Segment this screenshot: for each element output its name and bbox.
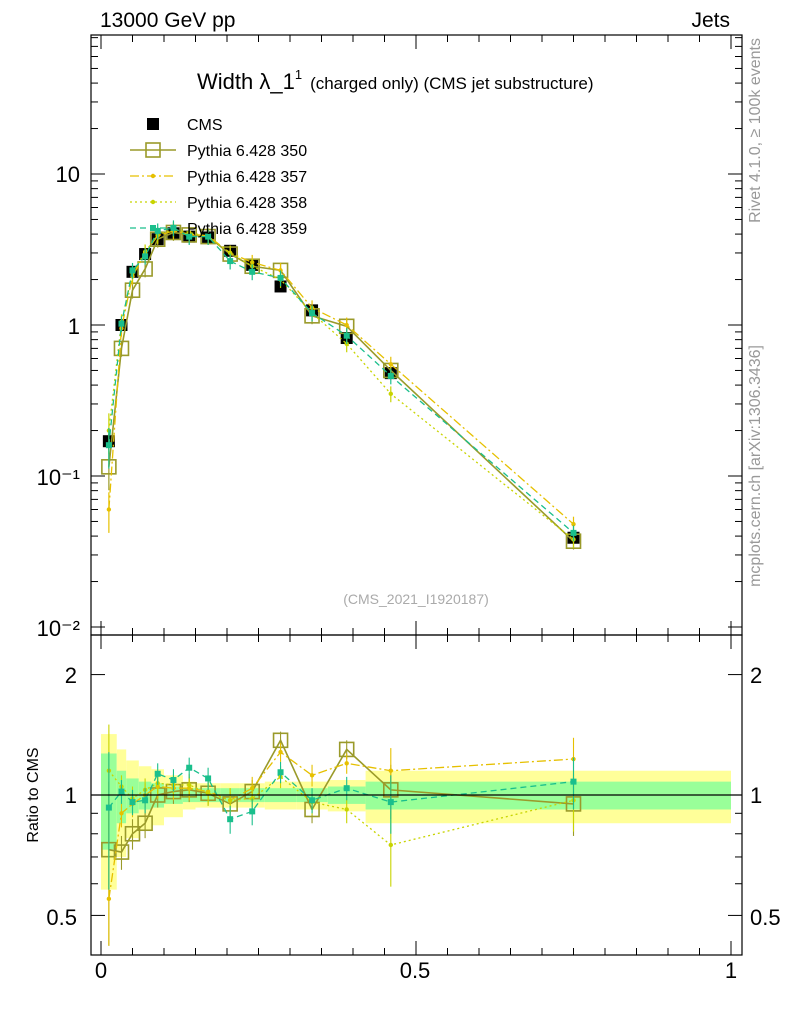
point-p357-marker bbox=[388, 362, 393, 367]
ratio-point-p359-marker bbox=[570, 778, 577, 785]
ratio-point-p358-marker bbox=[227, 798, 233, 803]
ratio-point-p359-marker bbox=[309, 797, 316, 804]
point-p359-marker bbox=[205, 233, 212, 240]
axis-ticks bbox=[91, 35, 742, 955]
legend-p358-marker bbox=[150, 199, 156, 205]
ratio-point-p358-marker bbox=[187, 782, 192, 788]
series-line-p358 bbox=[108, 228, 574, 540]
ratio-point-p359-marker bbox=[249, 808, 256, 815]
point-p357-marker bbox=[344, 322, 349, 328]
ratio-point-p358-marker bbox=[344, 807, 349, 812]
ratio-point-p359-marker bbox=[129, 799, 136, 806]
plot-title: Width λ_11 (charged only) (CMS jet substr… bbox=[197, 67, 594, 94]
series-line-p357 bbox=[108, 230, 574, 525]
ratio-tick-1-right: 1 bbox=[750, 783, 762, 808]
legend: CMS Pythia 6.428 350 Pythia 6.428 357 Pythi… bbox=[130, 117, 307, 238]
ratio-tick-0.5-right: 0.5 bbox=[750, 905, 781, 930]
ratio-point-p357-marker bbox=[309, 773, 315, 778]
header-right: Jets bbox=[691, 9, 730, 32]
series-line-p350 bbox=[108, 231, 575, 542]
title-superscript: 1 bbox=[295, 67, 302, 82]
point-p359-marker bbox=[309, 310, 316, 317]
legend-p357-marker bbox=[150, 173, 156, 179]
legend-p359-marker bbox=[150, 225, 156, 231]
mcplots-label: mcplots.cern.ch [arXiv:1306.3436] bbox=[747, 345, 764, 587]
ratio-point-p358-marker bbox=[388, 842, 393, 848]
header-left: 13000 GeV pp bbox=[100, 9, 235, 32]
y-tick-10: 10 bbox=[56, 162, 80, 187]
ratio-point-p350-marker bbox=[124, 825, 141, 842]
ratio-point-p357-marker bbox=[278, 749, 283, 755]
series-line-p359 bbox=[108, 227, 574, 534]
ratio-ylabel: Ratio to CMS bbox=[25, 747, 42, 842]
legend-label-p357: Pythia 6.428 357 bbox=[187, 169, 307, 186]
legend-label-p359: Pythia 6.428 359 bbox=[187, 221, 307, 238]
legend-label-p358: Pythia 6.428 358 bbox=[187, 195, 307, 212]
ratio-line-p358 bbox=[108, 770, 574, 846]
point-p359-marker bbox=[186, 233, 193, 240]
analysis-watermark: (CMS_2021_I1920187) bbox=[343, 591, 489, 607]
ratio-point-p359-marker bbox=[343, 785, 350, 792]
point-p359-marker bbox=[129, 267, 136, 274]
ratio-point-p350-marker bbox=[113, 844, 130, 860]
y-tick-0.1: 10⁻¹ bbox=[37, 465, 80, 490]
ratio-point-p357-marker bbox=[106, 896, 112, 902]
ratio-point-p357-marker bbox=[344, 761, 349, 766]
legend-p350-marker bbox=[145, 142, 161, 158]
point-p359-marker bbox=[277, 274, 284, 281]
ratio-point-p357-marker bbox=[119, 811, 124, 816]
ratio-point-p359-marker bbox=[277, 769, 284, 776]
point-p359-marker bbox=[249, 268, 256, 275]
title-subtitle: (charged only) (CMS jet substructure) bbox=[310, 74, 593, 93]
point-p359-marker bbox=[154, 227, 161, 234]
ratio-tick-0.5-left: 0.5 bbox=[46, 905, 77, 930]
point-p350-marker bbox=[113, 340, 130, 357]
x-tick-0: 0 bbox=[95, 958, 107, 983]
title-main: Width λ_1 bbox=[197, 69, 295, 94]
ratio-point-p358-marker bbox=[205, 791, 211, 796]
ratio-point-p359-marker bbox=[105, 804, 112, 811]
y-tick-1: 1 bbox=[68, 314, 80, 339]
ratio-point-p359-marker bbox=[170, 777, 177, 784]
ratio-point-p350-marker bbox=[137, 815, 153, 832]
point-p359-marker bbox=[118, 320, 125, 327]
ratio-tick-2-left: 2 bbox=[65, 663, 77, 688]
point-p359-marker bbox=[343, 332, 350, 339]
x-tick-0.5: 0.5 bbox=[400, 958, 431, 983]
point-p357-marker bbox=[278, 268, 283, 273]
legend-label-cms: CMS bbox=[187, 117, 223, 134]
ratio-tick-1-left: 1 bbox=[65, 783, 77, 808]
ratio-point-p359-marker bbox=[227, 816, 234, 823]
point-p357-marker bbox=[106, 507, 112, 512]
ratio-point-p359-marker bbox=[387, 799, 394, 806]
ratio-point-p357-marker bbox=[388, 768, 393, 773]
point-p359-marker bbox=[387, 372, 394, 379]
ratio-point-p359-marker bbox=[186, 764, 193, 771]
ratio-point-p359-marker bbox=[142, 797, 149, 804]
point-p357-marker bbox=[571, 521, 576, 527]
rivet-label: Rivet 4.1.0, ≥ 100k events bbox=[747, 38, 764, 223]
ratio-point-p359-marker bbox=[118, 788, 125, 795]
point-p359-marker bbox=[142, 253, 149, 260]
legend-cms-marker bbox=[147, 118, 159, 130]
ratio-point-p359-marker bbox=[205, 775, 212, 782]
point-p359-marker bbox=[570, 529, 577, 536]
point-p359-marker bbox=[227, 258, 234, 265]
main-series bbox=[101, 220, 582, 550]
ratio-series bbox=[101, 724, 582, 946]
point-p359-marker bbox=[105, 442, 112, 449]
ratio-uncertainty-bands bbox=[101, 734, 731, 890]
point-p358-marker bbox=[388, 391, 393, 397]
ratio-line-p359 bbox=[108, 766, 574, 820]
ratio-point-p359-marker bbox=[154, 770, 161, 777]
point-p358-marker bbox=[227, 250, 233, 256]
y-tick-0.01: 10⁻² bbox=[37, 616, 80, 641]
legend-label-p350: Pythia 6.428 350 bbox=[187, 143, 307, 160]
x-tick-1: 1 bbox=[725, 958, 737, 983]
ratio-tick-2-right: 2 bbox=[750, 663, 762, 688]
